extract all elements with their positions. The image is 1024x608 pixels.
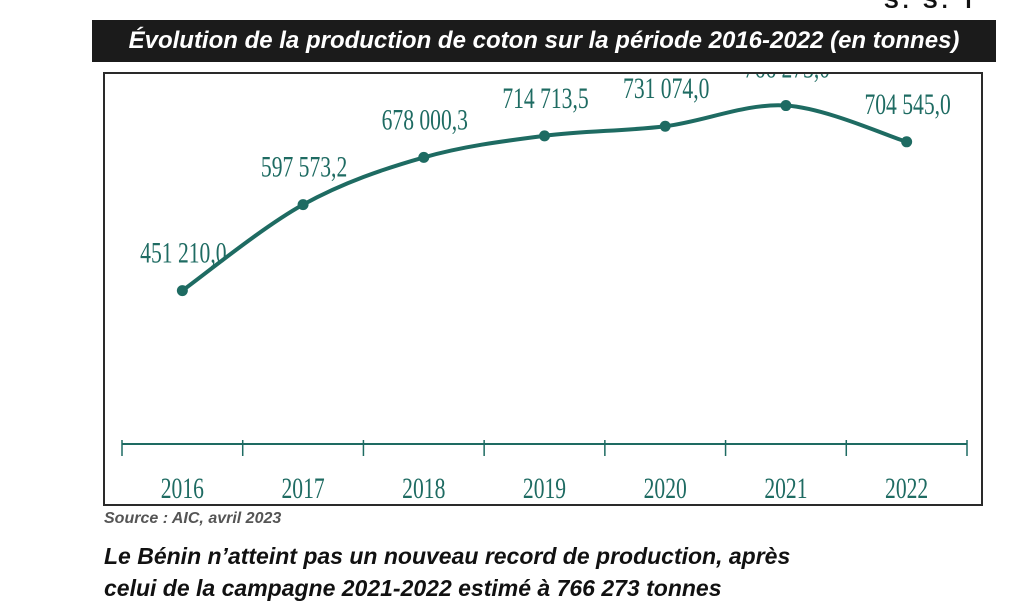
- chart-source: Source : AIC, avril 2023: [104, 510, 282, 527]
- x-tick-label: 2020: [644, 472, 687, 504]
- data-point: [780, 100, 792, 112]
- x-tick-label: 2016: [161, 472, 204, 504]
- line-chart: 2016 2017 2018 2019 2020 2021 2022 451 210,0 597…: [121, 74, 968, 504]
- data-label: 714 713,5: [502, 81, 588, 114]
- x-tick-label: 2019: [523, 472, 566, 504]
- data-label: 597 573,2: [261, 150, 347, 183]
- x-tick-label: 2018: [402, 472, 445, 504]
- data-label: 678 000,3: [382, 103, 468, 136]
- data-point: [539, 130, 550, 142]
- x-tick-label: 2017: [281, 472, 324, 504]
- data-point: [659, 120, 671, 132]
- data-point: [176, 285, 188, 297]
- chart-title: Évolution de la production de coton sur …: [92, 20, 996, 62]
- caption-line-2: celui de la campagne 2021-2022 estimé à …: [104, 575, 722, 601]
- caption-line-1: Le Bénin n’atteint pas un nouveau record…: [104, 543, 791, 569]
- data-label: 731 074,0: [623, 74, 709, 105]
- x-tick-label: 2021: [764, 472, 807, 504]
- data-label: 704 545,0: [864, 87, 950, 120]
- data-point: [418, 151, 430, 163]
- article-caption: Le Bénin n’atteint pas un nouveau record…: [104, 540, 1004, 604]
- x-tick-label: 2022: [885, 472, 928, 504]
- page-header-fragment: S. S. T: [884, 0, 980, 13]
- data-label: 766 273,0: [744, 74, 830, 84]
- chart-frame: 2016 2017 2018 2019 2020 2021 2022 451 210,0 597…: [103, 72, 983, 506]
- data-point: [901, 136, 913, 148]
- data-point: [297, 199, 309, 211]
- data-label: 451 210,0: [140, 236, 226, 269]
